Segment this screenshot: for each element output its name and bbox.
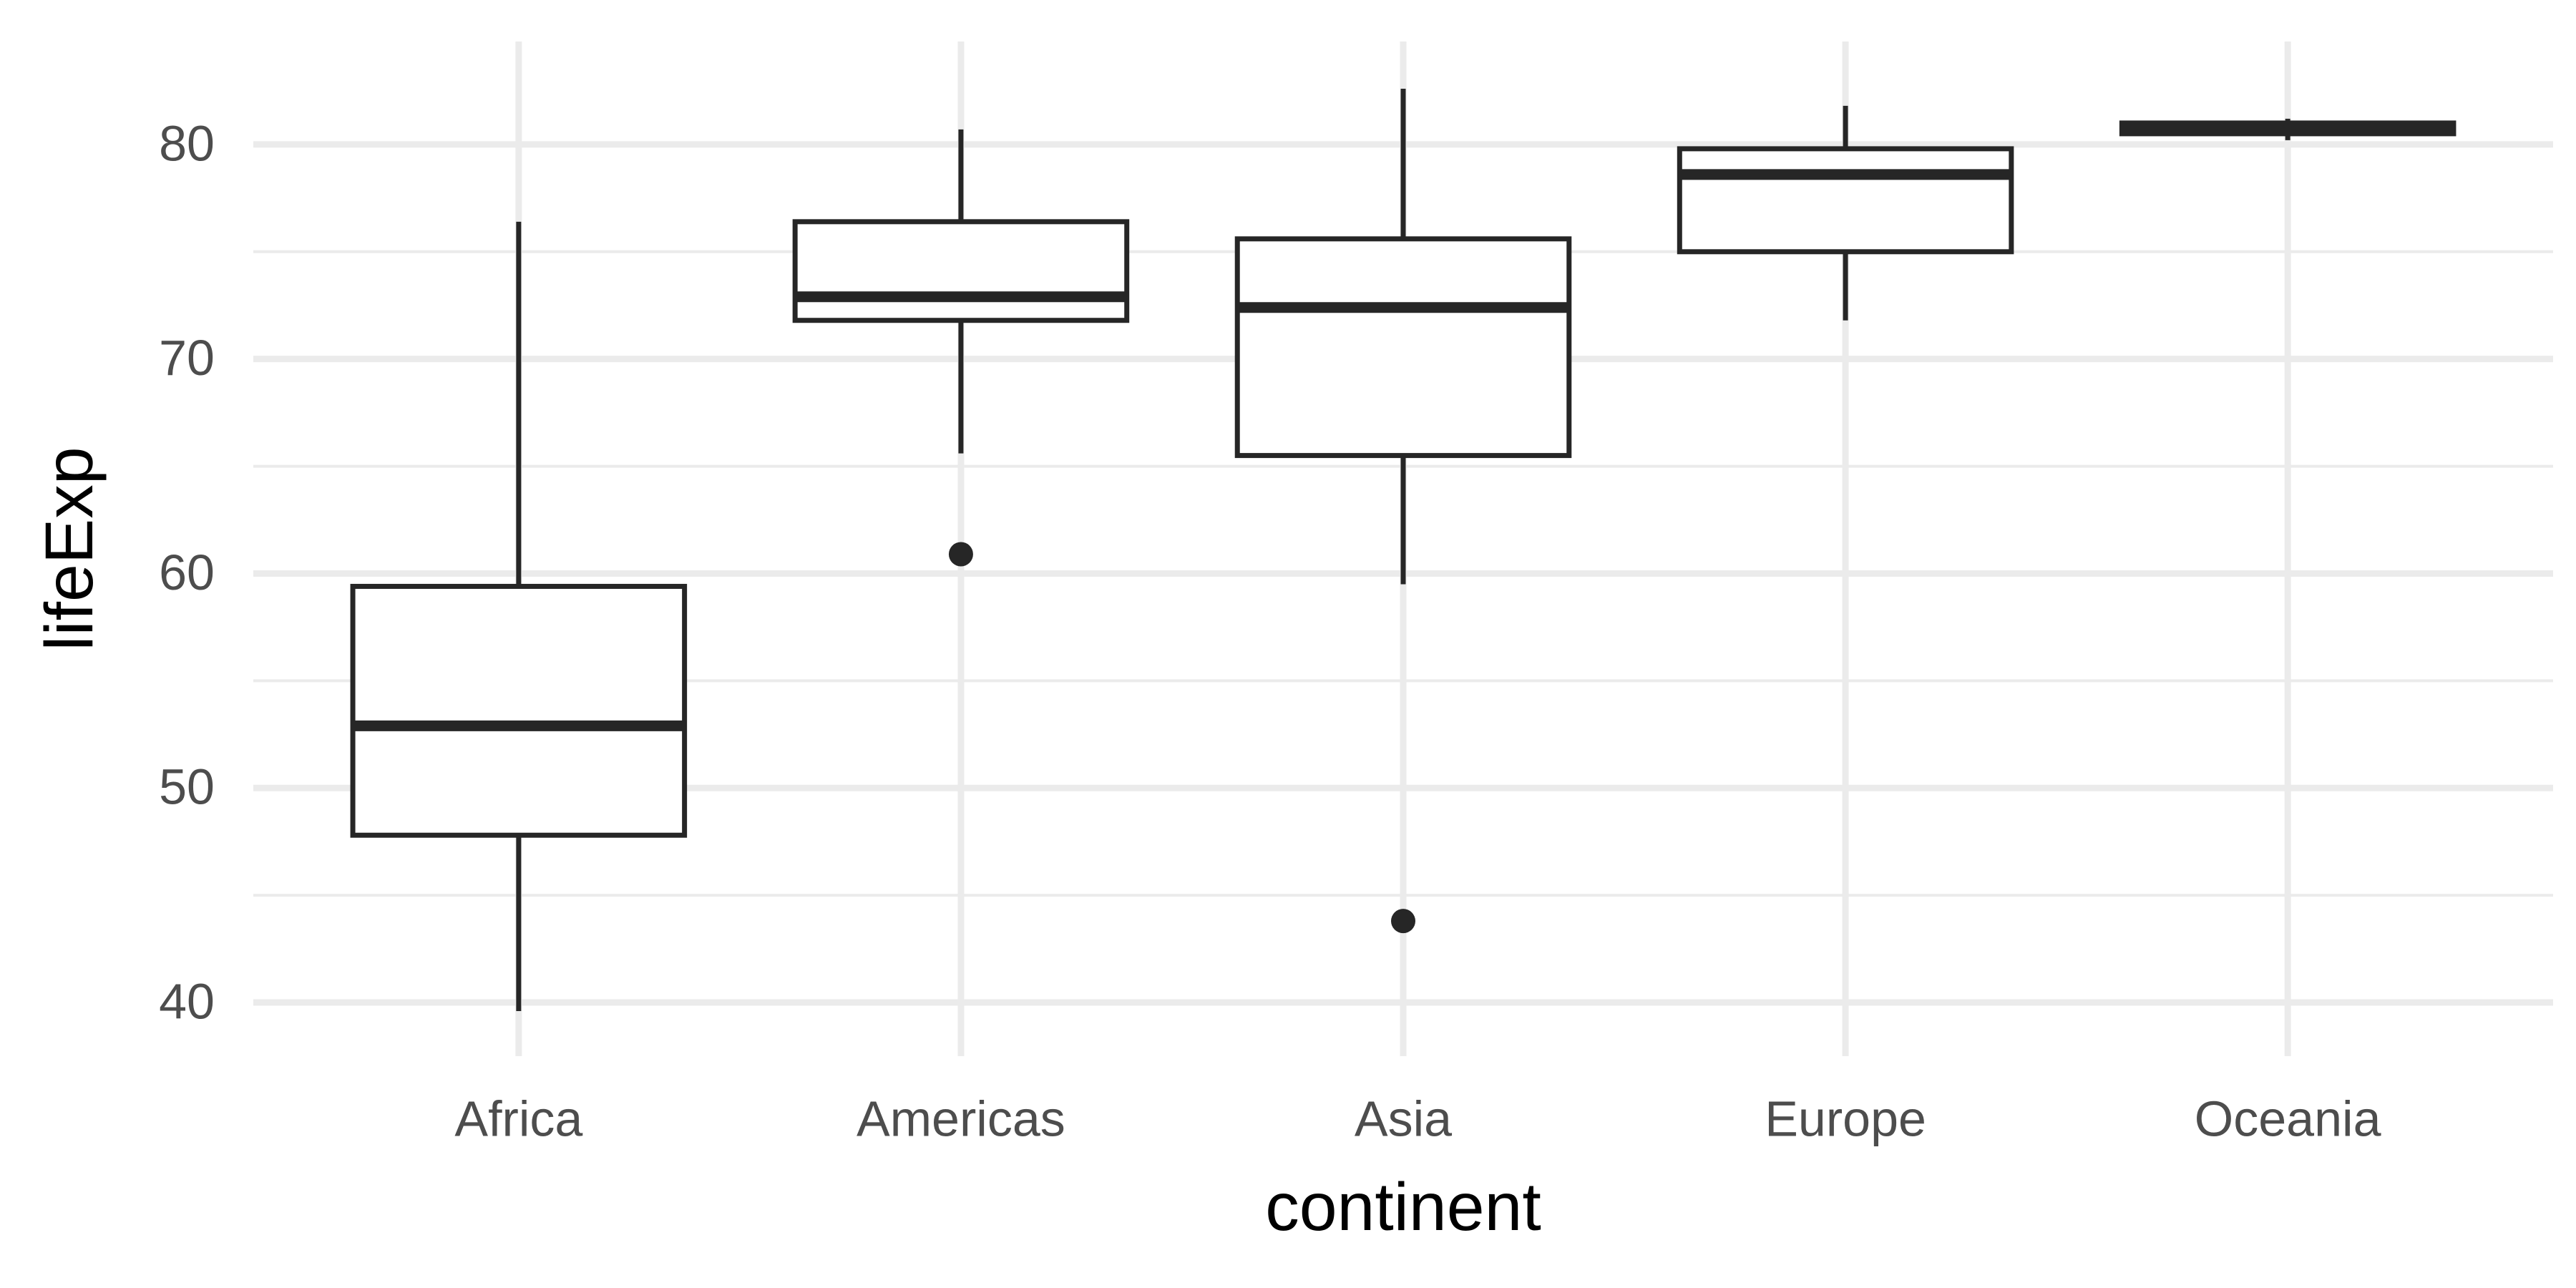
x-tick-label: Asia (1355, 1091, 1452, 1146)
x-tick-label: Africa (454, 1091, 582, 1146)
outlier (948, 542, 973, 567)
y-axis-title: lifeExp (31, 447, 107, 650)
x-tick-label: Europe (1765, 1091, 1926, 1146)
y-tick-label: 50 (159, 759, 215, 815)
y-tick-label: 80 (159, 115, 215, 171)
x-axis-title: continent (1265, 1169, 1541, 1245)
y-tick-label: 60 (159, 545, 215, 600)
box (1234, 236, 1572, 459)
box (350, 583, 688, 838)
y-tick-label: 70 (159, 330, 215, 386)
box (1677, 146, 2014, 255)
x-tick-label: Oceania (2195, 1091, 2381, 1146)
box (792, 219, 1130, 323)
x-tick-label: Americas (857, 1091, 1065, 1146)
outlier (1391, 909, 1415, 934)
y-tick-label: 40 (159, 974, 215, 1030)
